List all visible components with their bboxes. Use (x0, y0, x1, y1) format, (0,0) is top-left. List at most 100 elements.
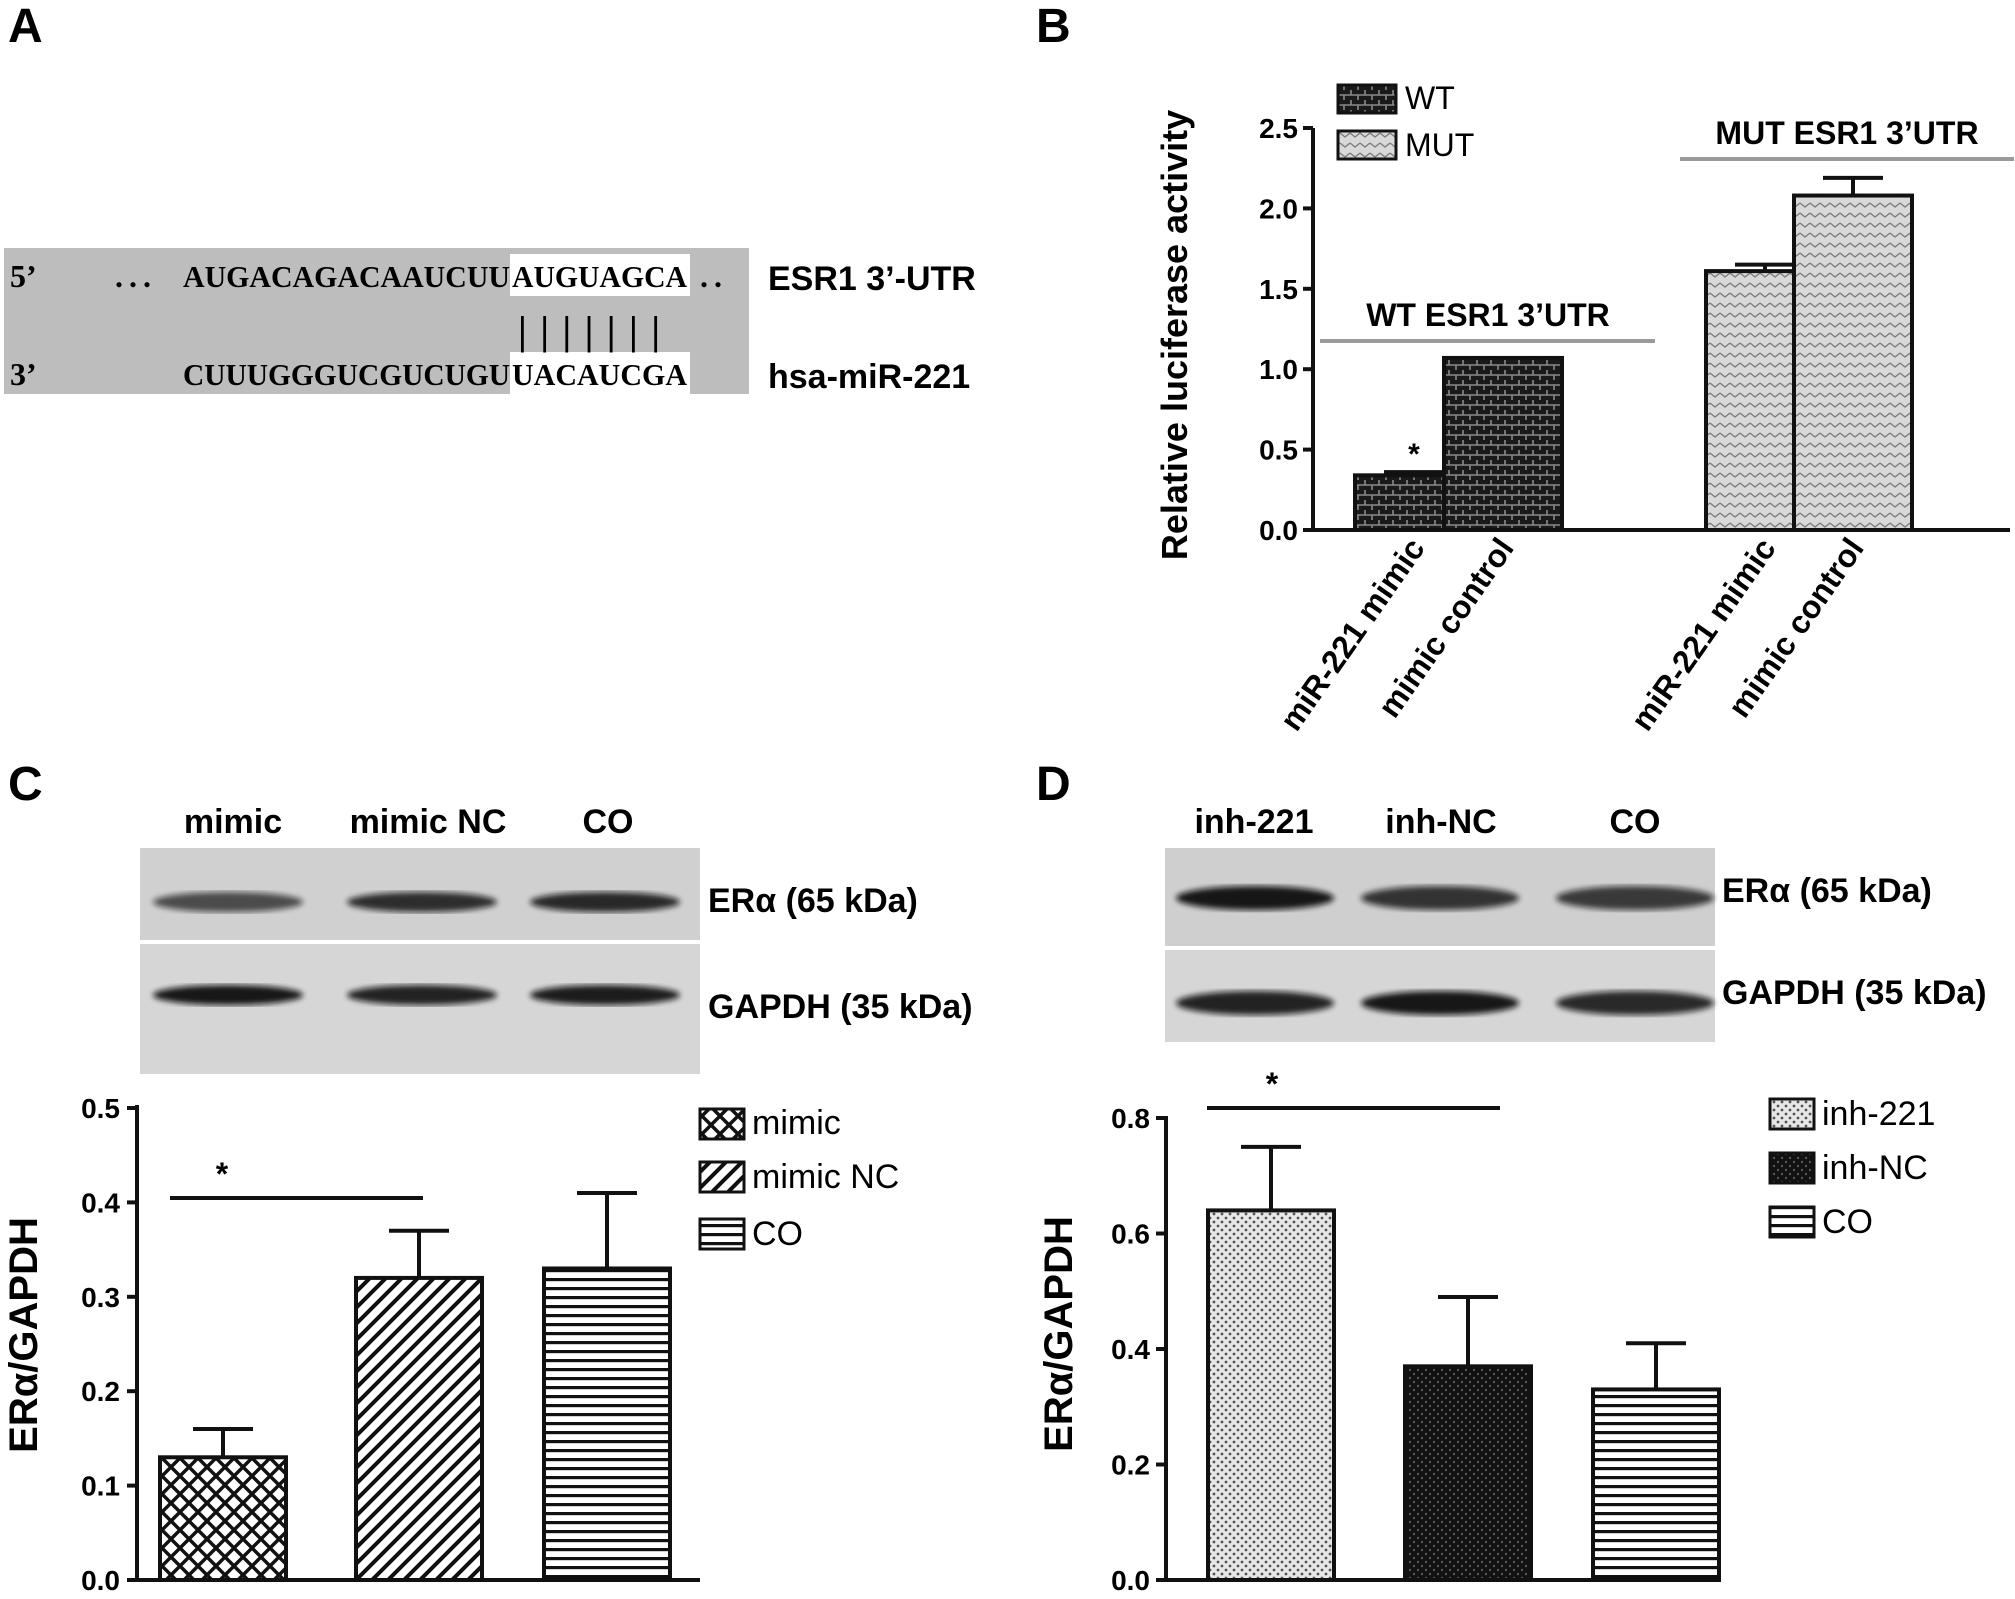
y-tick-label: 0.0 (1259, 515, 1298, 546)
lane-label: mimic NC (350, 803, 507, 841)
seed-site-highlight-bottom (510, 352, 690, 394)
legend-c: mimic mimic NC CO (698, 1104, 899, 1253)
y-ticks-b: 0.0 0.5 1.0 1.5 2.0 2.5 (1259, 113, 1313, 546)
western-blot-c: ERα (65 kDa) GAPDH (35 kDa) (140, 848, 973, 1074)
lane-label: inh-NC (1385, 803, 1496, 841)
legend-label-mimic-nc: mimic NC (752, 1158, 899, 1196)
y-tick-label: 0.2 (81, 1376, 120, 1407)
blot-band (1556, 991, 1714, 1015)
group-text-mut: MUT ESR1 3’UTR (1715, 115, 1978, 151)
error-bar (577, 1190, 637, 1269)
bar (158, 1455, 288, 1583)
legend-swatch-mimic-nc (698, 1160, 746, 1194)
pairing-lines: ||||||| (518, 308, 660, 353)
legend-d: inh-221 inh-NC CO (1768, 1095, 1935, 1241)
bar (542, 1266, 672, 1582)
legend-label-mimic: mimic (752, 1104, 841, 1142)
legend-swatch-wt (1336, 83, 1398, 115)
blot-lane-labels-c: mimic mimic NC CO (184, 803, 634, 841)
legend-label-inh-221: inh-221 (1822, 1095, 1935, 1133)
blot-band (1556, 886, 1714, 910)
y-tick-label: 0.5 (1259, 435, 1298, 466)
blot-band (1361, 991, 1519, 1015)
significance-star-c: * (216, 1156, 229, 1192)
y-tick-label: 0.8 (1111, 1103, 1150, 1134)
significance-star-d: * (1266, 1066, 1279, 1102)
legend-swatch-mimic (698, 1107, 746, 1141)
y-tick-label: 0.0 (1111, 1565, 1150, 1594)
bars-c (158, 1190, 672, 1583)
row1-label: ESR1 3’-UTR (768, 260, 976, 298)
seed-site-highlight-top (510, 254, 690, 296)
row1-dots: ... (115, 258, 157, 294)
group-label-wt: WT ESR1 3’UTR (1320, 297, 1655, 343)
y-tick-label: 0.5 (81, 1093, 120, 1124)
row1-prime: 5’ (10, 258, 37, 294)
significance-star-b: * (1408, 438, 1420, 471)
y-tick-label: 0.0 (81, 1565, 120, 1594)
panel-a: A 5’ ... AUGACAGACAAUCUU AUGUAGCA .. ESR… (4, 0, 976, 396)
bar (1792, 193, 1914, 532)
y-axis-label-b: Relative luciferase activity (1154, 110, 1195, 560)
bar (1591, 1387, 1721, 1583)
row1-sequence: AUGACAGACAAUCUU (183, 259, 510, 294)
y-tick-label: 0.4 (1111, 1334, 1150, 1365)
error-bar (1823, 175, 1883, 196)
error-bar (389, 1228, 449, 1278)
blot-band (347, 985, 497, 1005)
bar (1442, 355, 1564, 532)
row2-label: hsa-miR-221 (768, 358, 970, 396)
y-axis-label-c: ERα/GAPDH (2, 1217, 46, 1453)
lane-label: CO (583, 803, 634, 841)
legend-label-mut: MUT (1405, 127, 1474, 163)
bar (354, 1275, 484, 1583)
y-tick-label: 0.3 (81, 1282, 120, 1313)
bar (1206, 1208, 1336, 1583)
y-ticks-c: 0.0 0.1 0.2 0.3 0.4 0.5 (81, 1093, 137, 1596)
blot-row-label-era: ERα (65 kDa) (1722, 872, 1932, 910)
panel-d: D inh-221 inh-NC CO ERα (65 kDa) GAPDH (… (1036, 758, 1987, 1596)
legend-label-co: CO (752, 1215, 803, 1253)
row1-tail: .. (700, 258, 728, 294)
legend-swatch-inh-nc (1768, 1151, 1816, 1185)
legend-label-wt: WT (1405, 80, 1455, 116)
y-tick-label: 0.4 (81, 1187, 120, 1218)
western-blot-d: ERα (65 kDa) GAPDH (35 kDa) (1165, 848, 1987, 1042)
bar (1403, 1364, 1533, 1582)
blot-band (530, 892, 680, 912)
panel-c: C mimic mimic NC CO ERα (65 kDa) GAPDH (… (2, 758, 973, 1596)
blot-band (153, 892, 303, 912)
lane-label: CO (1610, 803, 1661, 841)
legend-swatch-co (698, 1217, 746, 1251)
legend-swatch-inh-221 (1768, 1097, 1816, 1131)
y-tick-label: 0.2 (1111, 1450, 1150, 1481)
y-tick-label: 2.0 (1259, 193, 1298, 224)
panel-letter-c: C (8, 758, 43, 811)
group-text-wt: WT ESR1 3’UTR (1366, 297, 1610, 333)
row2-sequence: CUUUGGGUCGUCUGU (183, 357, 510, 392)
panel-letter-d: D (1036, 758, 1071, 811)
y-tick-label: 2.5 (1259, 113, 1298, 144)
error-bar (1626, 1341, 1686, 1390)
row1-seed-site: AUGUAGCA (512, 259, 688, 294)
legend-swatch-co (1768, 1205, 1816, 1239)
lane-label: mimic (184, 803, 282, 841)
panel-letter-b: B (1036, 0, 1071, 53)
legend-label-co: CO (1822, 1203, 1873, 1241)
legend-b: WT MUT (1336, 80, 1474, 163)
y-tick-label: 0.6 (1111, 1219, 1150, 1250)
blot-band (153, 985, 303, 1005)
y-axis-label-d: ERα/GAPDH (1037, 1216, 1081, 1452)
blot-row-label-gapdh: GAPDH (35 kDa) (1722, 974, 1987, 1012)
panel-b: B Relative luciferase activity 0.0 0.5 1.0… (1036, 0, 2014, 737)
y-tick-label: 1.0 (1259, 354, 1298, 385)
bars-b (1353, 175, 1914, 533)
blot-band (347, 892, 497, 912)
y-ticks-d: 0.0 0.2 0.4 0.6 0.8 (1111, 1103, 1166, 1596)
panel-letter-a: A (8, 0, 43, 53)
blot-band (1361, 886, 1519, 910)
row2-prime: 3’ (10, 356, 37, 392)
lane-label: inh-221 (1194, 803, 1313, 841)
